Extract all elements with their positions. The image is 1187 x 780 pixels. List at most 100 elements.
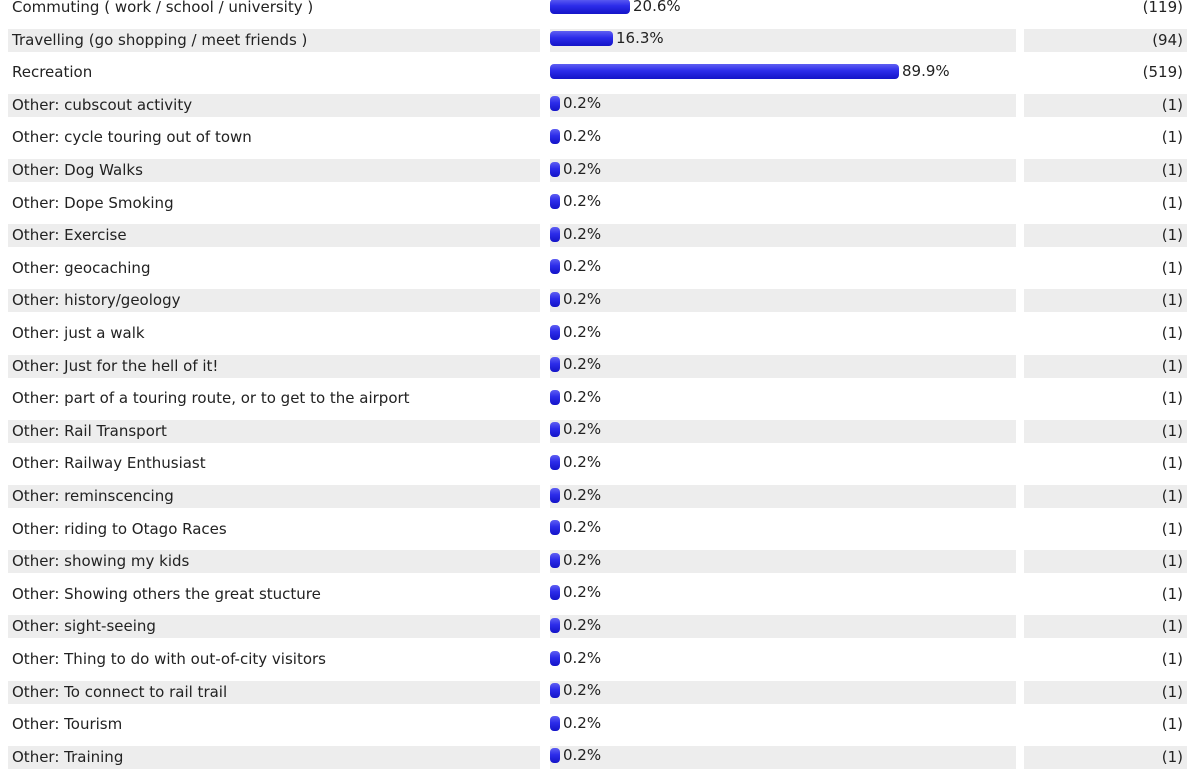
row-label: Other: Showing others the great stucture xyxy=(12,584,321,603)
row-label: Other: geocaching xyxy=(12,258,151,277)
table-row: Other: Showing others the great stucture… xyxy=(0,579,1187,611)
bar xyxy=(550,617,560,633)
row-label: Other: showing my kids xyxy=(8,550,540,574)
bar xyxy=(550,128,560,144)
percent-label: 0.2% xyxy=(563,518,602,537)
bar xyxy=(550,161,560,177)
bar xyxy=(550,748,560,764)
count-label: (519) xyxy=(1142,63,1183,82)
percent-label: 20.6% xyxy=(633,0,681,15)
table-row: Other: cubscout activity 0.2% (1) xyxy=(0,90,1187,122)
row-label: Other: Rail Transport xyxy=(8,419,540,443)
table-row: Other: Railway Enthusiast 0.2% (1) xyxy=(0,448,1187,480)
count-label: (1) xyxy=(1024,159,1187,182)
bar xyxy=(550,422,560,438)
bar-cell: 0.2% xyxy=(550,680,1016,704)
row-label: Other: Training xyxy=(8,745,540,769)
table-row: Other: showing my kids 0.2% (1) xyxy=(0,546,1187,578)
bar xyxy=(550,324,560,340)
bar-cell: 0.2% xyxy=(550,713,1016,736)
percent-label: 0.2% xyxy=(563,94,602,113)
count-label: (1) xyxy=(1024,419,1187,443)
bar-cell: 0.2% xyxy=(550,518,1016,541)
bar-cell: 0.2% xyxy=(550,452,1016,475)
count-label: (1) xyxy=(1024,680,1187,704)
bar-cell: 0.2% xyxy=(550,419,1016,443)
table-row: Other: geocaching 0.2% (1) xyxy=(0,253,1187,285)
table-row: Other: Rail Transport 0.2% (1) xyxy=(0,416,1187,448)
count-label: (1) xyxy=(1161,519,1183,538)
bar xyxy=(550,715,560,731)
percent-label: 0.2% xyxy=(563,615,602,634)
bar-cell: 89.9% xyxy=(550,61,1016,84)
row-label: Other: Dog Walks xyxy=(8,159,540,182)
table-row: Other: part of a touring route, or to ge… xyxy=(0,383,1187,415)
count-label: (1) xyxy=(1161,389,1183,408)
bar xyxy=(550,520,560,536)
percent-label: 0.2% xyxy=(563,289,602,308)
row-label: Other: sight-seeing xyxy=(8,615,540,639)
bar xyxy=(550,487,560,503)
percent-label: 16.3% xyxy=(616,29,664,48)
bar-cell: 0.2% xyxy=(550,257,1016,280)
percent-label: 0.2% xyxy=(563,485,602,504)
bar xyxy=(550,259,560,275)
bar-cell: 20.6% xyxy=(550,0,1016,19)
count-label: (1) xyxy=(1161,128,1183,147)
count-label: (1) xyxy=(1024,224,1187,248)
bar xyxy=(550,194,560,210)
bar-cell: 0.2% xyxy=(550,387,1016,410)
bar xyxy=(550,291,560,307)
count-label: (1) xyxy=(1024,354,1187,378)
table-row: Other: history/geology 0.2% (1) xyxy=(0,285,1187,317)
table-row: Other: cycle touring out of town 0.2% (1) xyxy=(0,122,1187,154)
bar-cell: 0.2% xyxy=(550,745,1016,769)
percent-label: 0.2% xyxy=(563,159,602,178)
percent-label: 89.9% xyxy=(902,61,950,80)
percent-label: 0.2% xyxy=(563,746,602,765)
count-label: (1) xyxy=(1161,650,1183,668)
bar xyxy=(550,454,560,470)
row-label: Other: Tourism xyxy=(12,715,123,734)
bar-cell: 0.2% xyxy=(550,615,1016,639)
table-row: Commuting ( work / school / university )… xyxy=(0,0,1187,24)
count-label: (1) xyxy=(1161,193,1183,212)
bar-cell: 0.2% xyxy=(550,550,1016,574)
count-label: (1) xyxy=(1161,324,1183,342)
row-label: Other: history/geology xyxy=(8,289,540,313)
percent-label: 0.2% xyxy=(563,126,602,145)
row-label: Travelling (go shopping / meet friends ) xyxy=(8,28,540,52)
row-label: Commuting ( work / school / university ) xyxy=(12,0,314,16)
row-label: Other: Just for the hell of it! xyxy=(8,354,540,378)
table-row: Other: Exercise 0.2% (1) xyxy=(0,220,1187,252)
bar-cell: 0.2% xyxy=(550,93,1016,117)
bar xyxy=(550,683,560,699)
bar xyxy=(550,63,899,79)
percent-label: 0.2% xyxy=(563,681,602,700)
row-label: Recreation xyxy=(12,63,93,82)
row-label: Other: part of a touring route, or to ge… xyxy=(12,389,410,408)
row-label: Other: Thing to do with out-of-city visi… xyxy=(12,650,326,668)
percent-label: 0.2% xyxy=(563,583,602,602)
table-row: Travelling (go shopping / meet friends )… xyxy=(0,25,1187,57)
percent-label: 0.2% xyxy=(563,355,602,374)
bar xyxy=(550,389,560,405)
table-row: Other: Tourism 0.2% (1) xyxy=(0,709,1187,741)
row-label: Other: Railway Enthusiast xyxy=(12,454,206,473)
bar xyxy=(550,96,560,112)
bar-cell: 0.2% xyxy=(550,485,1016,508)
count-label: (1) xyxy=(1161,454,1183,473)
bar xyxy=(550,226,560,242)
table-row: Other: Dope Smoking 0.2% (1) xyxy=(0,188,1187,220)
table-row: Other: riding to Otago Races 0.2% (1) xyxy=(0,514,1187,546)
bar xyxy=(550,31,613,47)
count-label: (1) xyxy=(1161,584,1183,603)
percent-label: 0.2% xyxy=(563,420,602,439)
percent-label: 0.2% xyxy=(563,192,602,211)
bar xyxy=(550,0,630,14)
row-label: Other: To connect to rail trail xyxy=(8,680,540,704)
count-label: (1) xyxy=(1024,745,1187,769)
bar xyxy=(550,357,560,373)
percent-label: 0.2% xyxy=(563,387,602,406)
table-row: Other: To connect to rail trail 0.2% (1) xyxy=(0,677,1187,709)
